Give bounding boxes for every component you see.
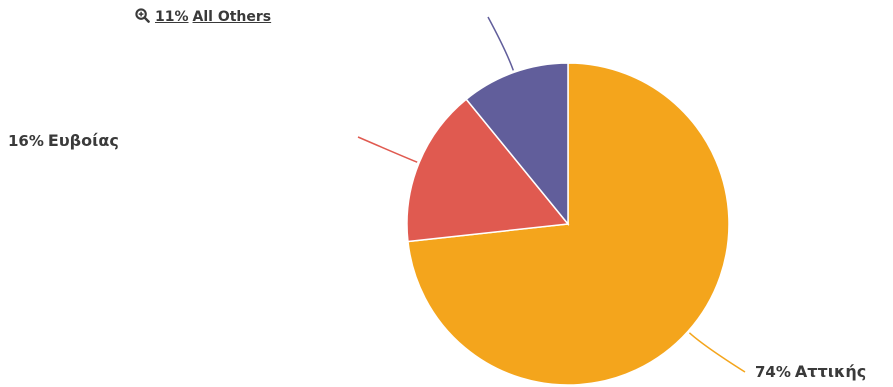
slice-percent: 74% bbox=[755, 363, 791, 381]
slice-euboea[interactable] bbox=[406, 98, 570, 243]
slice-label-attica: 74% Αττικής bbox=[755, 362, 866, 381]
slice-name: Ευβοίας bbox=[47, 131, 119, 150]
slice-percent: 11% bbox=[155, 9, 189, 25]
slice-label-all-others[interactable]: 11% All Others bbox=[135, 8, 271, 25]
slice-label-euboea: 16% Ευβοίας bbox=[8, 131, 119, 150]
slice-name: Αττικής bbox=[794, 362, 867, 381]
slice-all-others[interactable] bbox=[465, 62, 569, 227]
slice-name: All Others bbox=[192, 9, 272, 25]
slice-percent: 16% bbox=[8, 132, 44, 150]
leader-line bbox=[357, 136, 418, 163]
zoom-in-icon bbox=[135, 8, 150, 23]
leader-line bbox=[688, 332, 746, 373]
leader-line bbox=[487, 16, 515, 71]
